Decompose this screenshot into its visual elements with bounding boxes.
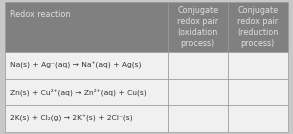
- Bar: [5, 105, 168, 132]
- Text: Conjugate
redox pair
(oxidation
process): Conjugate redox pair (oxidation process): [177, 6, 218, 48]
- Text: 2K(s) + Cl₂(g) → 2K⁺(s) + 2Cl⁻(s): 2K(s) + Cl₂(g) → 2K⁺(s) + 2Cl⁻(s): [10, 115, 133, 122]
- Text: Conjugate
redox pair
(reduction
process): Conjugate redox pair (reduction process): [237, 6, 278, 48]
- Bar: [5, 2, 168, 52]
- Bar: [168, 2, 228, 52]
- Text: Na(s) + Ag⁻(aq) → Na⁺(aq) + Ag(s): Na(s) + Ag⁻(aq) → Na⁺(aq) + Ag(s): [10, 62, 142, 69]
- Bar: [5, 79, 168, 105]
- Bar: [168, 105, 228, 132]
- Bar: [228, 105, 288, 132]
- Bar: [5, 52, 168, 79]
- Bar: [228, 79, 288, 105]
- Bar: [168, 79, 228, 105]
- Bar: [228, 52, 288, 79]
- Bar: [168, 52, 228, 79]
- Bar: [228, 2, 288, 52]
- Text: Zn(s) + Cu²⁺(aq) → Zn²⁺(aq) + Cu(s): Zn(s) + Cu²⁺(aq) → Zn²⁺(aq) + Cu(s): [10, 88, 147, 96]
- Text: Redox reaction: Redox reaction: [10, 10, 71, 19]
